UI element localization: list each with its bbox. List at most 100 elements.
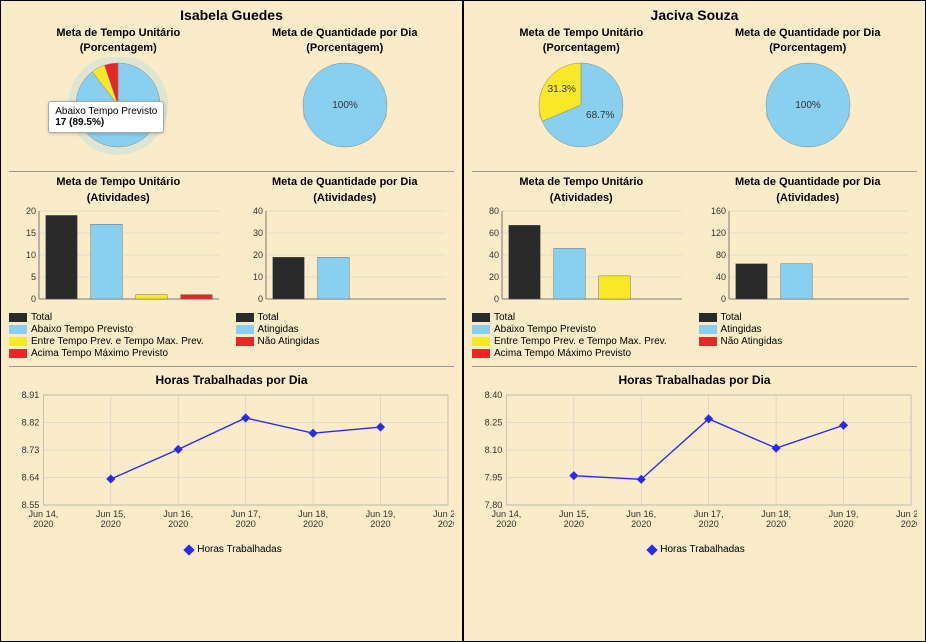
legend-item: Total	[9, 312, 228, 323]
chart-title: Meta de Tempo Unitário	[56, 27, 180, 40]
svg-text:8.10: 8.10	[485, 445, 503, 455]
chart-title: Meta de Tempo Unitário	[519, 176, 643, 189]
legend-item: Entre Tempo Prev. e Tempo Max. Prev.	[9, 336, 228, 347]
svg-text:2020: 2020	[168, 519, 188, 529]
pie-chart: 100%	[275, 57, 415, 167]
line-legend: Horas Trabalhadas	[472, 544, 917, 555]
legend-label: Não Atingidas	[258, 336, 320, 347]
panel-title: Isabela Guedes	[9, 7, 454, 23]
svg-text:2020: 2020	[631, 519, 651, 529]
legend-label: Não Atingidas	[721, 336, 783, 347]
bar-chart: 0 40 80 120 160	[703, 207, 913, 307]
legend-swatch	[9, 313, 27, 322]
line-chart: 7.807.958.108.258.40Jun 14,2020Jun 15,20…	[472, 389, 917, 539]
legend-label: Total	[721, 312, 742, 323]
legend-label: Abaixo Tempo Previsto	[494, 324, 596, 335]
svg-text:160: 160	[711, 207, 726, 216]
legend-item: Total	[699, 312, 918, 323]
legend-swatch	[236, 337, 254, 346]
legend-item: Total	[236, 312, 455, 323]
chart-subtitle: (Porcentagem)	[543, 42, 620, 55]
legend-label: Total	[258, 312, 279, 323]
legend-label: Entre Tempo Prev. e Tempo Max. Prev.	[31, 336, 204, 347]
chart-title: Meta de Quantidade por Dia	[272, 176, 417, 189]
svg-text:8.91: 8.91	[22, 390, 40, 400]
svg-text:2020: 2020	[833, 519, 853, 529]
chart-subtitle: (Porcentagem)	[80, 42, 157, 55]
chart-title: Meta de Quantidade por Dia	[735, 176, 880, 189]
svg-text:10: 10	[26, 250, 36, 260]
svg-text:0: 0	[721, 294, 726, 304]
svg-text:80: 80	[489, 207, 499, 216]
legend-swatch	[472, 313, 490, 322]
svg-text:20: 20	[253, 250, 263, 260]
svg-text:20: 20	[489, 272, 499, 282]
svg-text:40: 40	[716, 272, 726, 282]
svg-text:80: 80	[716, 250, 726, 260]
legend-swatch	[9, 325, 27, 334]
legend-swatch	[9, 349, 27, 358]
diamond-icon	[184, 544, 195, 555]
legend-label: Acima Tempo Máximo Previsto	[494, 348, 631, 359]
svg-text:8.82: 8.82	[22, 418, 40, 428]
svg-text:2020: 2020	[699, 519, 719, 529]
legend-swatch	[472, 337, 490, 346]
legend-item: Abaixo Tempo Previsto	[472, 324, 691, 335]
line-chart: 8.558.648.738.828.91Jun 14,2020Jun 15,20…	[9, 389, 454, 539]
svg-text:2020: 2020	[901, 519, 917, 529]
bar-chart: 020406080	[476, 207, 686, 307]
diamond-icon	[647, 544, 658, 555]
svg-text:Jun 18,: Jun 18,	[298, 509, 328, 519]
svg-text:Jun 15,: Jun 15,	[559, 509, 589, 519]
legend-qty: TotalAtingidasNão Atingidas	[699, 311, 918, 360]
legend-item: Acima Tempo Máximo Previsto	[9, 348, 228, 359]
svg-text:31.3%: 31.3%	[548, 85, 576, 96]
svg-text:0: 0	[258, 294, 263, 304]
svg-text:Jun 19,: Jun 19,	[366, 509, 396, 519]
svg-text:8.25: 8.25	[485, 418, 503, 428]
svg-text:2020: 2020	[370, 519, 390, 529]
legend-item: Atingidas	[699, 324, 918, 335]
legend-time: TotalAbaixo Tempo PrevistoEntre Tempo Pr…	[9, 311, 228, 360]
chart-subtitle: (Atividades)	[87, 192, 150, 205]
legend-time: TotalAbaixo Tempo PrevistoEntre Tempo Pr…	[472, 311, 691, 360]
svg-text:Jun 17,: Jun 17,	[231, 509, 261, 519]
chart-subtitle: (Porcentagem)	[769, 42, 846, 55]
chart-title: Meta de Quantidade por Dia	[272, 27, 417, 40]
legend-item: Não Atingidas	[236, 336, 455, 347]
line-chart-title: Horas Trabalhadas por Dia	[9, 373, 454, 387]
svg-text:15: 15	[26, 228, 36, 238]
pie-wrap: 100%	[275, 57, 415, 167]
svg-text:0: 0	[31, 294, 36, 304]
chart-subtitle: (Porcentagem)	[306, 42, 383, 55]
line-legend-label: Horas Trabalhadas	[197, 544, 282, 555]
legend-swatch	[236, 325, 254, 334]
chart-subtitle: (Atividades)	[313, 192, 376, 205]
pie-wrap: 68.7%31.3%	[511, 57, 651, 167]
line-legend: Horas Trabalhadas	[9, 544, 454, 555]
svg-text:2020: 2020	[303, 519, 323, 529]
chart-title: Meta de Tempo Unitário	[519, 27, 643, 40]
legend-label: Acima Tempo Máximo Previsto	[31, 348, 168, 359]
bar-chart: 05101520	[13, 207, 223, 307]
legend-swatch	[699, 337, 717, 346]
svg-text:8.40: 8.40	[485, 390, 503, 400]
legend-label: Total	[494, 312, 515, 323]
legend-swatch	[472, 349, 490, 358]
svg-text:Jun 19,: Jun 19,	[829, 509, 859, 519]
svg-text:Jun 16,: Jun 16,	[626, 509, 656, 519]
line-chart-title: Horas Trabalhadas por Dia	[472, 373, 917, 387]
legend-item: Entre Tempo Prev. e Tempo Max. Prev.	[472, 336, 691, 347]
svg-text:Jun 17,: Jun 17,	[694, 509, 724, 519]
chart-title: Meta de Quantidade por Dia	[735, 27, 880, 40]
svg-text:120: 120	[711, 228, 726, 238]
legend-item: Total	[472, 312, 691, 323]
legend-swatch	[699, 325, 717, 334]
legend-item: Acima Tempo Máximo Previsto	[472, 348, 691, 359]
chart-subtitle: (Atividades)	[776, 192, 839, 205]
panel-title: Jaciva Souza	[472, 7, 917, 23]
svg-text:8.64: 8.64	[22, 473, 40, 483]
line-legend-label: Horas Trabalhadas	[660, 544, 745, 555]
svg-text:Jun 14,: Jun 14,	[28, 509, 58, 519]
dashboard: Isabela Guedes Meta de Tempo Unitário (Por…	[0, 0, 926, 642]
